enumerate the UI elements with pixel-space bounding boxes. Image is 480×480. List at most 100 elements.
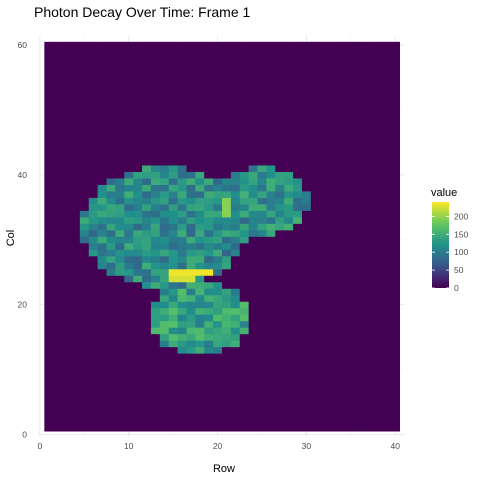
heatmap-cell xyxy=(275,119,285,127)
heatmap-cell xyxy=(177,262,187,270)
heatmap-cell xyxy=(293,113,303,121)
heatmap-cell xyxy=(310,314,321,322)
heatmap-cell xyxy=(346,359,356,367)
heatmap-cell xyxy=(133,152,143,159)
heatmap-cell xyxy=(337,80,347,88)
heatmap-cell xyxy=(248,87,258,95)
heatmap-cell xyxy=(239,54,249,62)
heatmap-cell xyxy=(284,210,294,218)
heatmap-cell xyxy=(266,113,276,121)
heatmap-cell xyxy=(177,230,187,237)
heatmap-cell xyxy=(337,87,347,95)
heatmap-cell xyxy=(328,301,338,309)
heatmap-cell xyxy=(195,145,205,153)
heatmap-cell xyxy=(319,145,329,153)
heatmap-cell xyxy=(168,262,178,270)
heatmap-cell xyxy=(373,191,383,198)
heatmap-cell xyxy=(266,139,276,147)
heatmap-cell xyxy=(186,301,196,309)
heatmap-cell xyxy=(266,333,276,341)
heatmap-cell xyxy=(53,230,63,237)
heatmap-cell xyxy=(328,353,338,361)
heatmap-cell xyxy=(230,191,241,198)
heatmap-cell xyxy=(364,314,374,322)
heatmap-cell xyxy=(97,385,107,393)
heatmap-cell xyxy=(62,210,72,218)
heatmap-cell xyxy=(319,184,329,192)
heatmap-cell xyxy=(364,139,374,147)
heatmap-cell xyxy=(88,197,98,205)
heatmap-cell xyxy=(195,93,205,101)
heatmap-cell xyxy=(97,145,107,153)
heatmap-cell xyxy=(159,61,170,69)
heatmap-cell xyxy=(204,41,214,49)
heatmap-cell xyxy=(310,275,321,283)
heatmap-cell xyxy=(373,41,383,49)
heatmap-cell xyxy=(266,106,276,114)
heatmap-cell xyxy=(168,204,178,211)
heatmap-cell xyxy=(79,333,90,341)
heatmap-cell xyxy=(79,80,90,88)
heatmap-cell xyxy=(266,230,276,237)
heatmap-cell xyxy=(142,191,152,198)
heatmap-cell xyxy=(53,41,63,49)
heatmap-cell xyxy=(133,275,143,283)
heatmap-cell xyxy=(381,74,392,82)
heatmap-cell xyxy=(204,139,214,147)
heatmap-cell xyxy=(204,320,214,328)
heatmap-cell xyxy=(257,126,267,134)
heatmap-cell xyxy=(275,275,285,283)
heatmap-cell xyxy=(159,67,170,75)
heatmap-cell xyxy=(284,346,294,354)
heatmap-cell xyxy=(346,184,356,192)
heatmap-cell xyxy=(115,67,125,75)
heatmap-cell xyxy=(115,346,125,354)
heatmap-cell xyxy=(248,106,258,114)
heatmap-cell xyxy=(97,366,107,374)
heatmap-cell xyxy=(159,346,170,354)
heatmap-cell xyxy=(97,242,107,250)
heatmap-cell xyxy=(88,67,98,75)
heatmap-cell xyxy=(70,87,81,95)
heatmap-cell xyxy=(364,197,374,205)
heatmap-cell xyxy=(328,405,338,413)
heatmap-cell xyxy=(115,100,125,108)
heatmap-cell xyxy=(97,191,107,198)
heatmap-cell xyxy=(319,100,329,108)
heatmap-cell xyxy=(150,372,161,380)
heatmap-cell xyxy=(293,294,303,302)
heatmap-cell xyxy=(257,346,267,354)
heatmap-cell xyxy=(373,249,383,257)
heatmap-cell xyxy=(79,359,90,367)
heatmap-cell xyxy=(177,100,187,108)
heatmap-cell xyxy=(293,392,303,400)
heatmap-cell xyxy=(293,411,303,419)
heatmap-cell xyxy=(239,178,249,185)
heatmap-cell xyxy=(88,268,98,276)
heatmap-cell xyxy=(106,281,116,289)
heatmap-cell xyxy=(230,54,241,62)
heatmap-cell xyxy=(390,255,401,263)
heatmap-cell xyxy=(159,54,170,62)
heatmap-cell xyxy=(195,236,205,244)
heatmap-cell xyxy=(248,262,258,270)
heatmap-cell xyxy=(310,301,321,309)
heatmap-cell xyxy=(355,204,365,211)
heatmap-cell xyxy=(115,54,125,62)
heatmap-cell xyxy=(177,139,187,147)
heatmap-cell xyxy=(177,74,187,82)
heatmap-cell xyxy=(310,320,321,328)
heatmap-cell xyxy=(319,242,329,250)
heatmap-cell xyxy=(275,385,285,393)
heatmap-cell xyxy=(115,87,125,95)
heatmap-cell xyxy=(62,197,72,205)
heatmap-cell xyxy=(257,320,267,328)
heatmap-cell xyxy=(133,314,143,322)
heatmap-cell xyxy=(222,327,232,335)
heatmap-cell xyxy=(150,236,161,244)
heatmap-cell xyxy=(124,320,134,328)
heatmap-cell xyxy=(195,294,205,302)
heatmap-cell xyxy=(319,275,329,283)
heatmap-cell xyxy=(142,54,152,62)
heatmap-cell xyxy=(373,340,383,348)
